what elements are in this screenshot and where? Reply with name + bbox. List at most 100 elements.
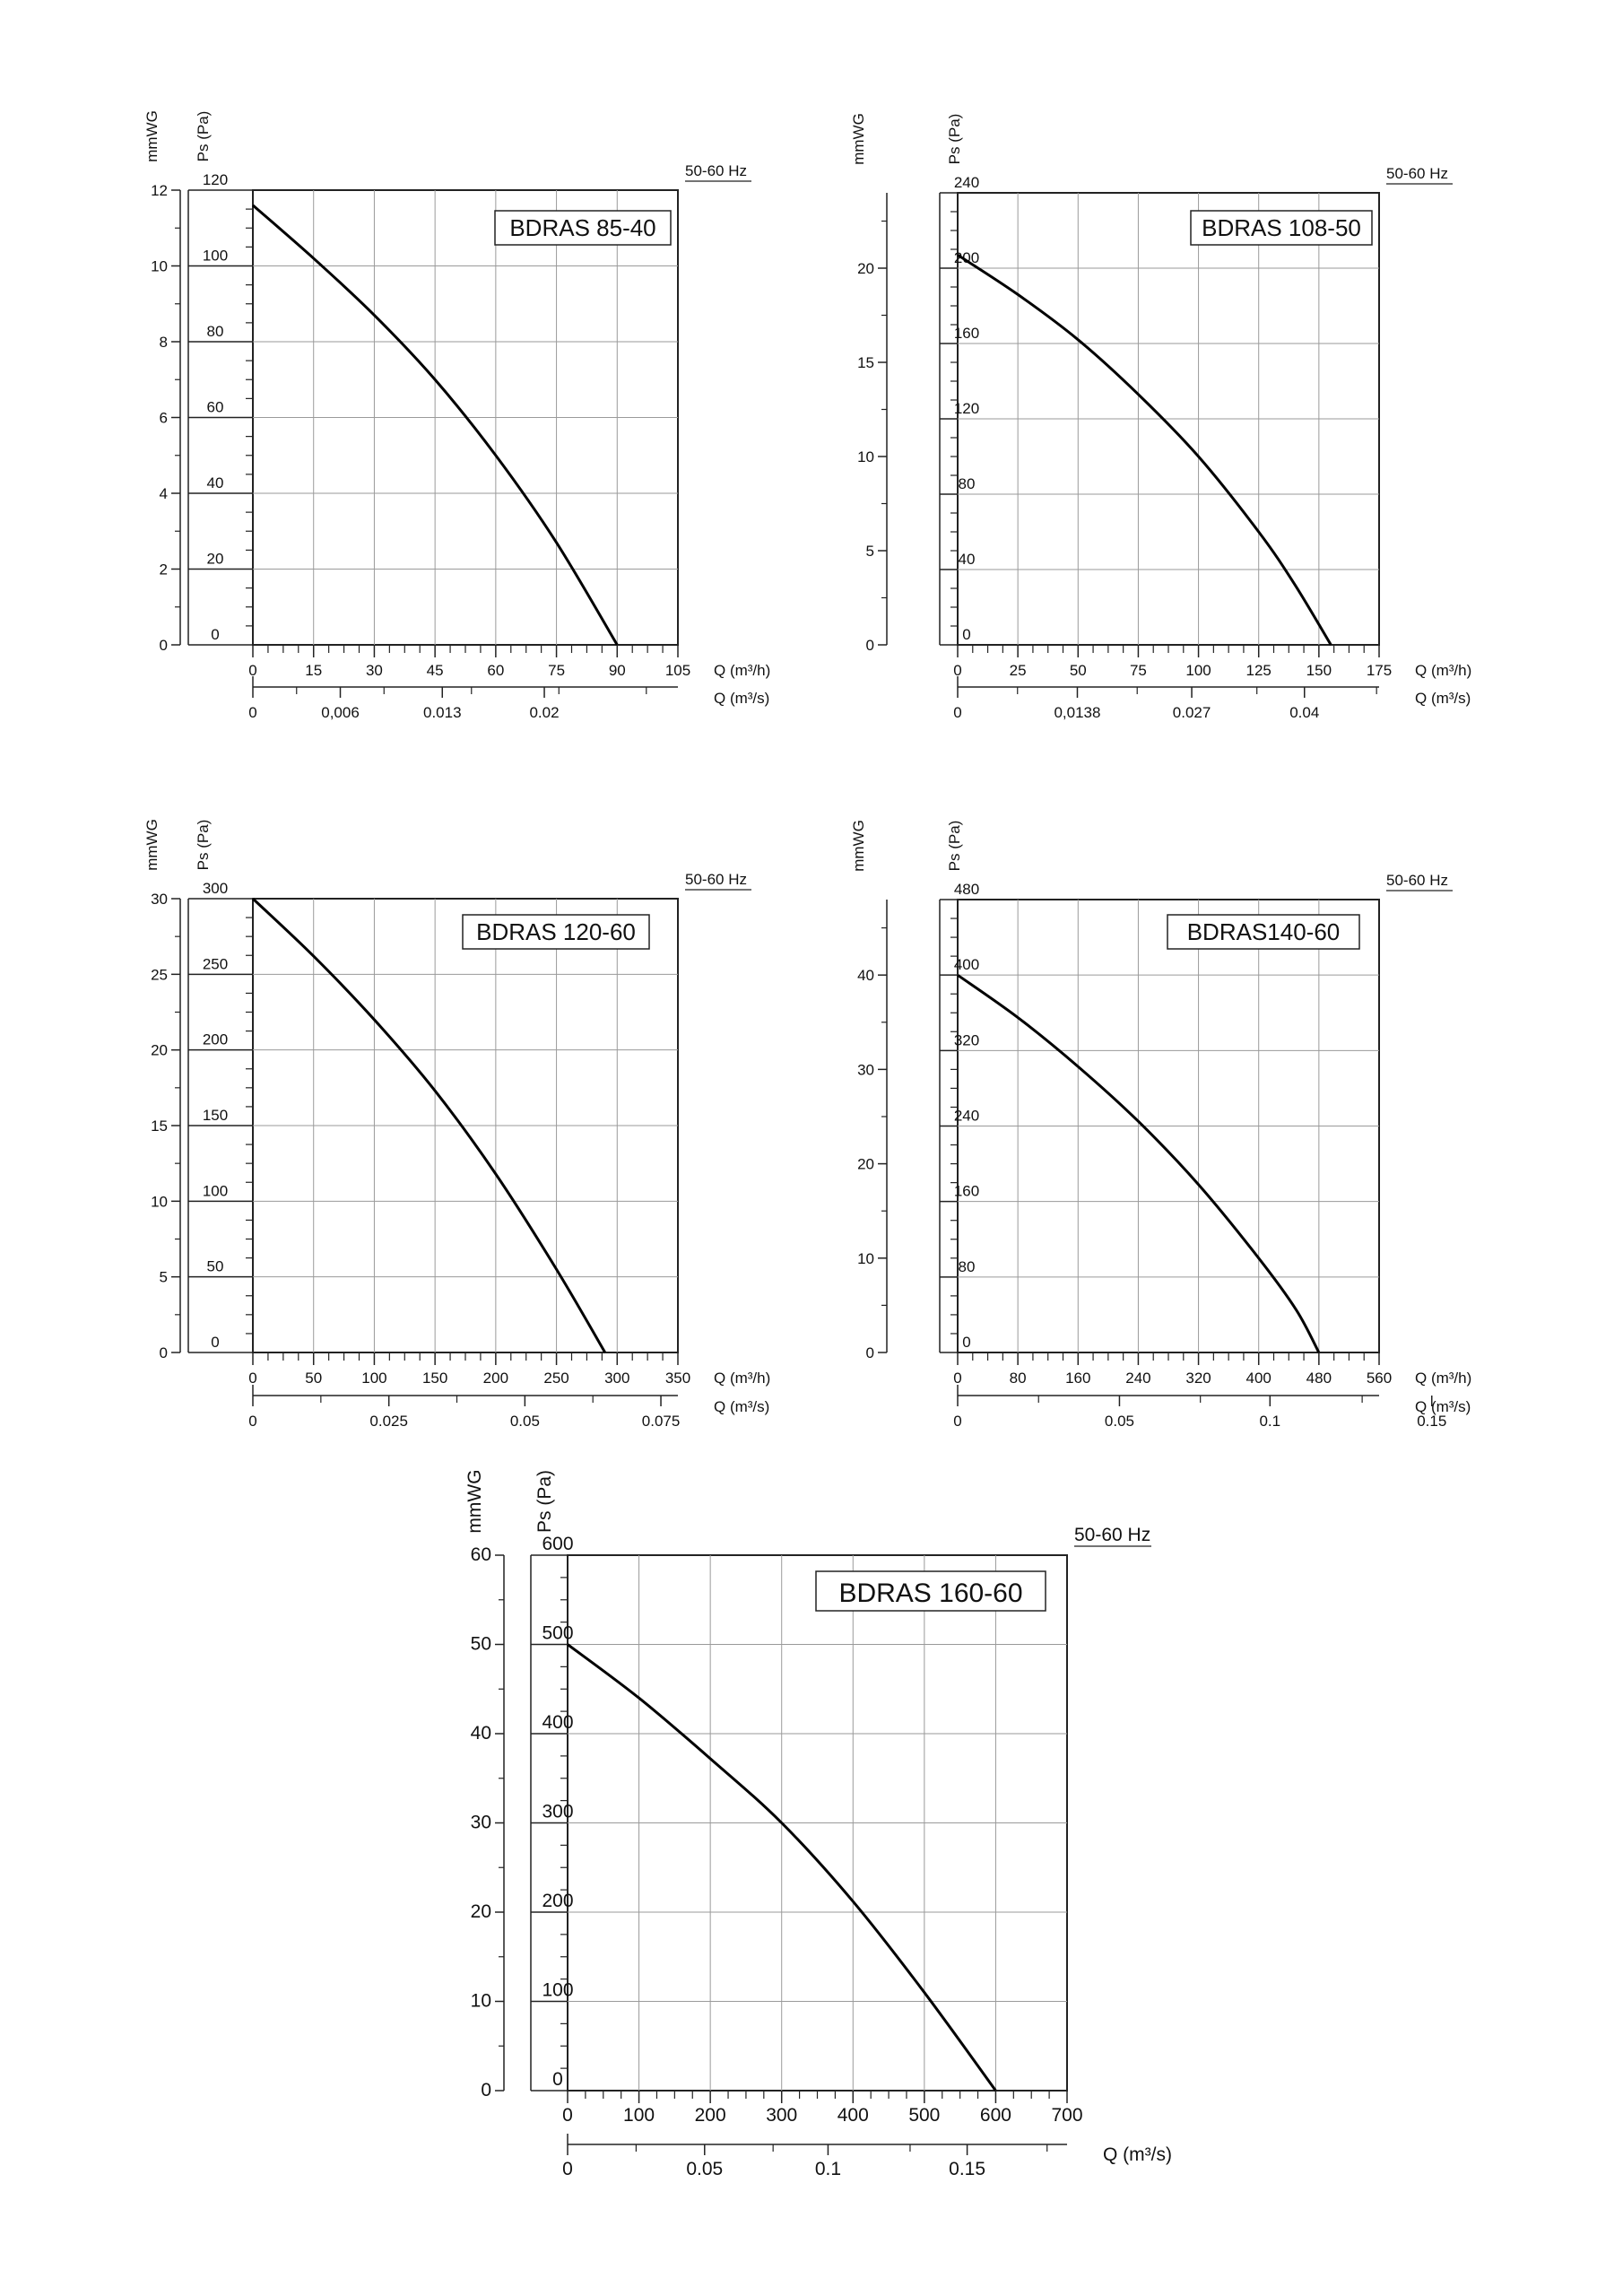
mmwg-tick-label: 30 xyxy=(857,1061,874,1078)
x-axis-title: Q (m³/h) xyxy=(1415,662,1471,679)
model-name: BDRAS 120-60 xyxy=(476,918,636,945)
model-name: BDRAS140-60 xyxy=(1187,918,1341,945)
mmwg-tick-label: 0 xyxy=(866,637,874,654)
mmwg-tick-label: 30 xyxy=(471,1813,491,1833)
x-axis-title: Q (m³/h) xyxy=(1415,1370,1471,1387)
x-tick-label: 160 xyxy=(1065,1370,1090,1387)
mmwg-axis-title: mmWG xyxy=(143,110,161,162)
x-tick-label: 50 xyxy=(305,1370,322,1387)
x-tick-label: 200 xyxy=(695,2105,726,2126)
mmwg-tick-label: 12 xyxy=(151,182,168,199)
pa-tick-label: 160 xyxy=(954,325,979,342)
x-tick-label: 90 xyxy=(609,662,626,679)
frequency-label: 50-60 Hz xyxy=(1386,165,1448,182)
x-tick-label: 400 xyxy=(1246,1370,1271,1387)
q2-tick-label: 0 xyxy=(248,1413,256,1430)
mmwg-tick-label: 50 xyxy=(471,1634,491,1655)
x-tick-label: 0 xyxy=(953,1370,961,1387)
mmwg-tick-label: 8 xyxy=(160,334,168,351)
pa-tick-label: 200 xyxy=(542,1891,573,1911)
pa-tick-label: 0 xyxy=(962,626,970,643)
mmwg-tick-label: 40 xyxy=(471,1723,491,1744)
fan-curve-line xyxy=(567,1643,997,2092)
pa-tick-label: 60 xyxy=(207,399,224,416)
x-tick-label: 25 xyxy=(1010,662,1027,679)
q2-tick-label: 0.05 xyxy=(1105,1413,1134,1430)
mmwg-tick-label: 4 xyxy=(160,485,168,502)
chart-5: 0 100 200 300 400 500 600 700010020030040050060… xyxy=(464,1469,1172,2179)
q2-tick-label: 0.15 xyxy=(1417,1413,1446,1430)
mmwg-tick-label: 10 xyxy=(151,1193,168,1210)
q2-tick-label: 0 xyxy=(953,1413,961,1430)
q2-tick-label: 0,006 xyxy=(321,704,360,721)
pa-tick-label: 250 xyxy=(203,955,228,972)
pa-tick-label: 50 xyxy=(207,1258,224,1275)
fan-curve-line xyxy=(957,973,1321,1353)
x-tick-label: 100 xyxy=(361,1370,386,1387)
x-tick-label: 60 xyxy=(487,662,504,679)
x-tick-label: 80 xyxy=(1010,1370,1027,1387)
x-tick-label: 240 xyxy=(1125,1370,1150,1387)
q2-tick-label: 0.05 xyxy=(510,1413,540,1430)
mmwg-tick-label: 10 xyxy=(471,1991,491,2012)
chart-2: 0 25 50 75 100 125 150 175040801201602002400510… xyxy=(850,113,1471,721)
pa-axis-title: Ps (Pa) xyxy=(946,821,963,872)
mmwg-tick-label: 20 xyxy=(857,260,874,277)
x-tick-label: 150 xyxy=(1306,662,1332,679)
x-tick-label: 150 xyxy=(422,1370,447,1387)
model-name-box xyxy=(1190,210,1373,246)
mmwg-tick-label: 0 xyxy=(866,1344,874,1361)
fan-curve-line xyxy=(251,897,607,1353)
model-name-box xyxy=(1167,914,1360,950)
pa-tick-label: 0 xyxy=(211,1334,219,1351)
x-tick-label: 250 xyxy=(543,1370,568,1387)
q2-tick-label: 0.013 xyxy=(423,704,462,721)
mmwg-axis-title: mmWG xyxy=(143,819,161,871)
model-name-box xyxy=(494,210,672,246)
q2-tick-label: 0.075 xyxy=(642,1413,681,1430)
mmwg-tick-label: 0 xyxy=(160,1344,168,1361)
mmwg-tick-label: 20 xyxy=(857,1156,874,1173)
q2-axis-title: Q (m³/s) xyxy=(714,690,769,707)
x-tick-label: 175 xyxy=(1367,662,1392,679)
pa-tick-label: 80 xyxy=(207,323,224,340)
mmwg-tick-label: 10 xyxy=(857,448,874,465)
pa-tick-label: 0 xyxy=(211,626,219,643)
pa-tick-label: 200 xyxy=(203,1031,228,1048)
x-tick-label: 300 xyxy=(604,1370,629,1387)
q2-tick-label: 0.02 xyxy=(529,704,559,721)
x-tick-label: 400 xyxy=(838,2105,869,2126)
mmwg-tick-label: 60 xyxy=(471,1544,491,1565)
fan-curve-line xyxy=(957,254,1332,646)
pa-tick-label: 150 xyxy=(203,1107,228,1124)
pa-axis-title: Ps (Pa) xyxy=(534,1470,555,1533)
pa-tick-label: 0 xyxy=(962,1334,970,1351)
q2-tick-label: 0 xyxy=(953,704,961,721)
mmwg-tick-label: 10 xyxy=(151,258,168,275)
mmwg-tick-label: 10 xyxy=(857,1250,874,1267)
mmwg-tick-label: 15 xyxy=(857,354,874,371)
mmwg-axis-title: mmWG xyxy=(464,1469,485,1533)
mmwg-axis-title: mmWG xyxy=(850,113,867,165)
mmwg-tick-label: 20 xyxy=(151,1042,168,1059)
frequency-label: 50-60 Hz xyxy=(685,871,747,888)
q2-tick-label: 0 xyxy=(562,2159,573,2179)
x-tick-label: 75 xyxy=(548,662,565,679)
x-tick-label: 600 xyxy=(980,2105,1011,2126)
q2-axis-title: Q (m³/s) xyxy=(1415,1398,1471,1415)
pa-tick-label: 480 xyxy=(954,881,979,898)
model-name: BDRAS 108-50 xyxy=(1202,214,1361,241)
x-tick-label: 0 xyxy=(248,662,256,679)
mmwg-tick-label: 5 xyxy=(866,543,874,560)
x-tick-label: 75 xyxy=(1130,662,1147,679)
pa-tick-label: 120 xyxy=(954,400,979,417)
pa-tick-label: 320 xyxy=(954,1031,979,1048)
pa-tick-label: 80 xyxy=(959,475,976,492)
x-tick-label: 500 xyxy=(908,2105,940,2126)
mmwg-axis-title: mmWG xyxy=(850,820,867,872)
pa-tick-label: 0 xyxy=(552,2069,563,2090)
x-tick-label: 105 xyxy=(665,662,690,679)
pa-axis-title: Ps (Pa) xyxy=(195,820,212,871)
pa-tick-label: 400 xyxy=(542,1712,573,1733)
